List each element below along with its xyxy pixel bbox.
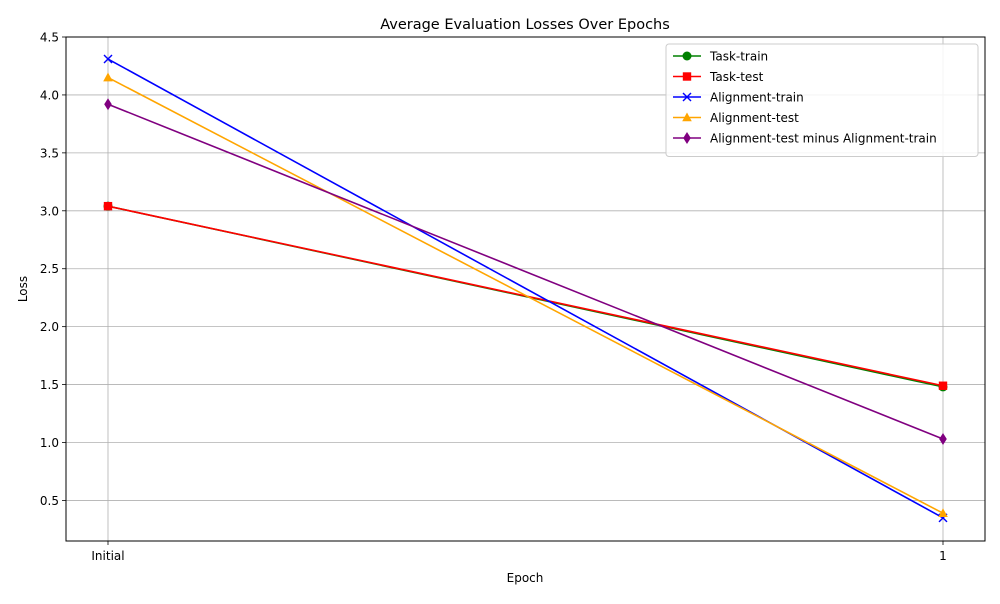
series-3 xyxy=(103,72,948,517)
data-point xyxy=(938,508,948,517)
legend-box xyxy=(665,43,979,157)
y-axis-label: Loss xyxy=(16,276,30,302)
legend-marker xyxy=(682,112,692,122)
legend-marker xyxy=(682,92,692,102)
legend-marker xyxy=(682,51,692,61)
legend-label: Task-test xyxy=(709,70,764,84)
y-tick-label: 4.5 xyxy=(40,31,59,45)
x-axis-label: Epoch xyxy=(507,571,544,585)
y-tick-label: 2.5 xyxy=(40,262,59,276)
data-point xyxy=(939,433,947,446)
y-tick-label: 1.5 xyxy=(40,378,59,392)
data-point xyxy=(103,201,113,211)
legend-label: Alignment-train xyxy=(710,91,804,105)
x-marker-stroke xyxy=(103,54,113,64)
series-lines xyxy=(103,54,948,523)
legend-item: Alignment-test minus Alignment-train xyxy=(673,132,937,146)
legend-item: Alignment-train xyxy=(673,91,804,105)
legend-marker xyxy=(682,72,692,81)
legend-label: Alignment-test xyxy=(710,111,799,125)
legend-marker xyxy=(683,132,691,144)
legend-label: Alignment-test minus Alignment-train xyxy=(710,132,937,146)
series-line xyxy=(107,103,944,440)
chart-title: Average Evaluation Losses Over Epochs xyxy=(380,17,670,33)
data-point xyxy=(103,72,113,82)
y-tick-label: 1.0 xyxy=(40,436,59,450)
legend-item: Task-train xyxy=(673,50,768,64)
legend-label: Task-train xyxy=(709,50,768,64)
axes: 0.5 1.0 1.5 2.0 2.5 3.0 3.5 4.0 4.5 Initial 1 xyxy=(40,31,947,564)
legend: Task-train Task-test Alignment-train Alignm… xyxy=(665,43,979,157)
x-tick-label: Initial xyxy=(91,549,124,563)
data-point xyxy=(103,54,113,64)
x-tick-label: 1 xyxy=(939,549,947,563)
data-point xyxy=(104,98,112,111)
plot-area-frame xyxy=(65,36,986,542)
legend-item: Task-test xyxy=(673,70,764,84)
legend-item: Alignment-test xyxy=(673,111,799,125)
y-tick-label: 2.0 xyxy=(40,320,59,334)
y-tick-label: 3.5 xyxy=(40,146,59,160)
x-marker-stroke xyxy=(682,92,692,102)
series-4 xyxy=(104,98,947,446)
data-point xyxy=(938,381,948,390)
y-tick-label: 3.0 xyxy=(40,204,59,218)
series-line xyxy=(107,76,944,514)
y-tick-label: 0.5 xyxy=(40,494,59,508)
y-tick-label: 4.0 xyxy=(40,88,59,102)
